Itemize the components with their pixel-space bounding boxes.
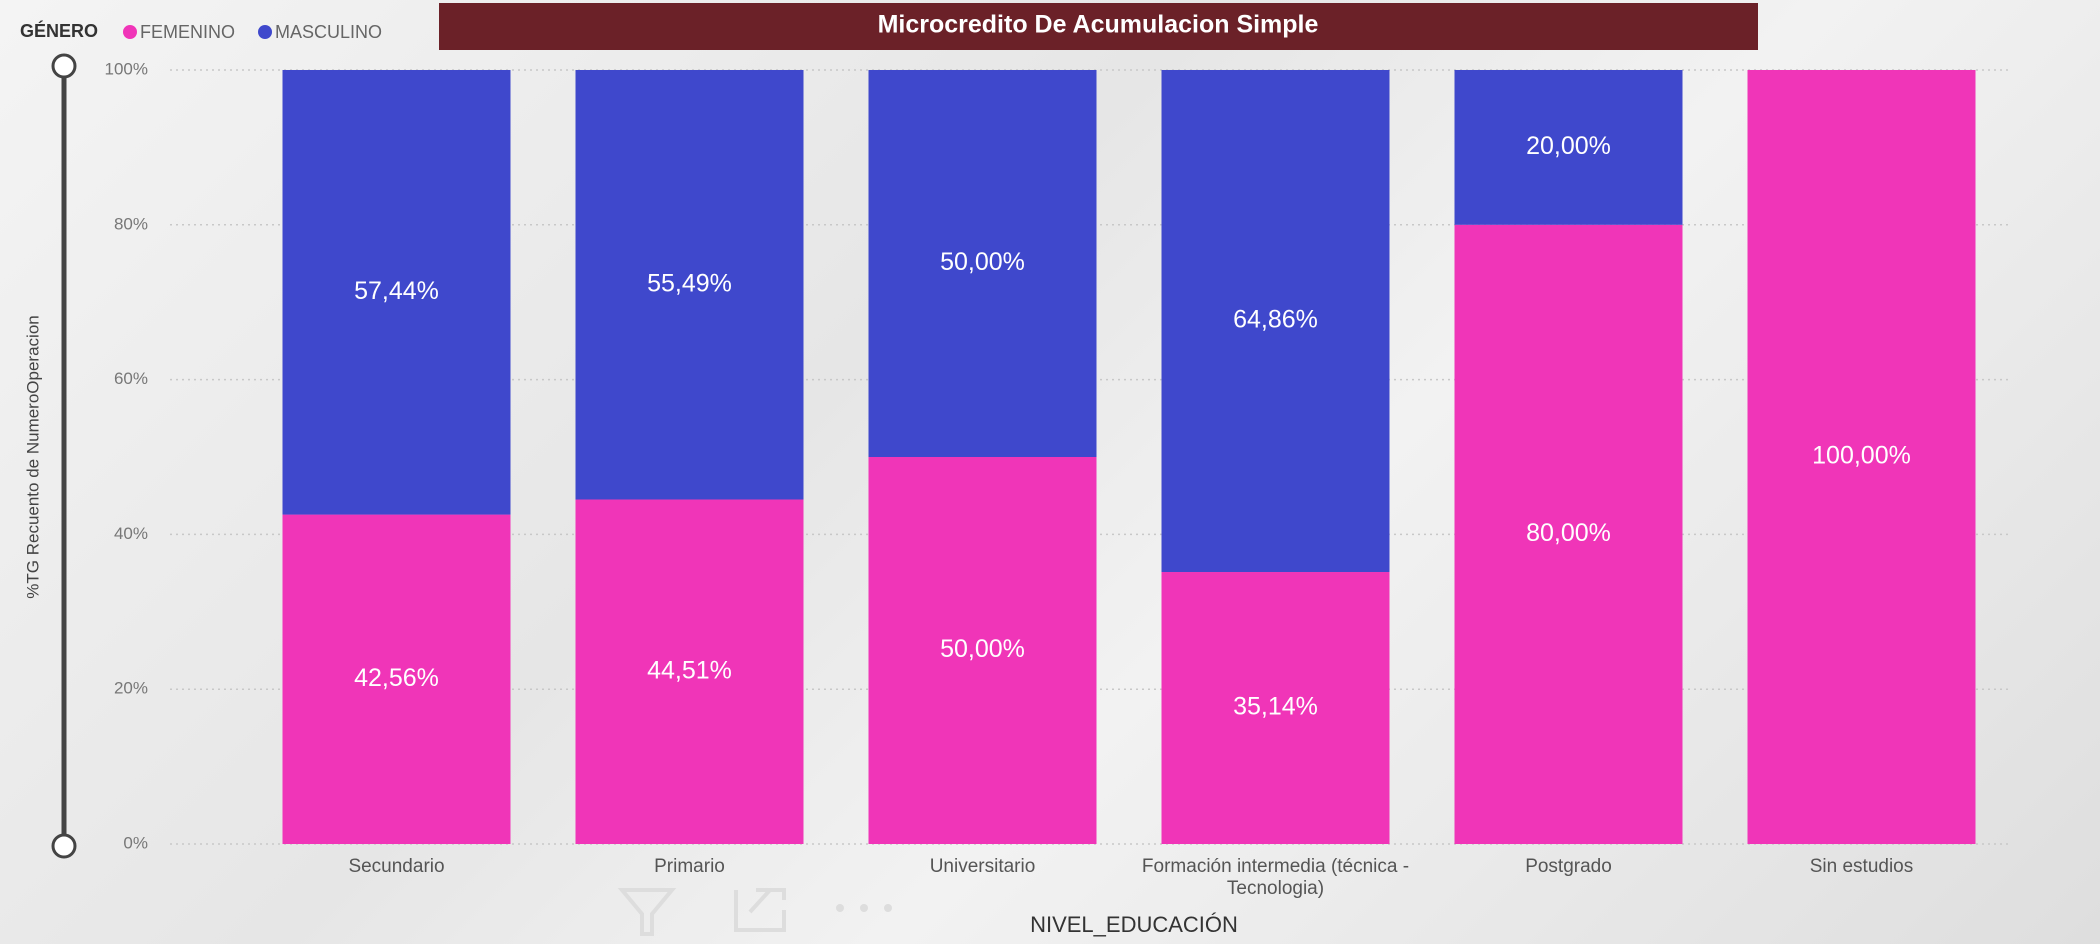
y-tick-label: 100% [105, 59, 148, 78]
x-axis-label: NIVEL_EDUCACIÓN [1030, 912, 1238, 937]
x-tick-label: Postgrado [1525, 856, 1612, 877]
slider-handle[interactable] [51, 833, 77, 859]
bar-segment [868, 70, 1097, 457]
bar-segment [1747, 70, 1976, 844]
x-tick-label: Sin estudios [1809, 856, 1914, 877]
data-label: 42,56% [354, 664, 439, 692]
bar-segment [1161, 70, 1390, 573]
data-label: 80,00% [1526, 519, 1611, 547]
legend-swatch [123, 25, 137, 39]
data-label: 50,00% [940, 635, 1025, 663]
slider-handle[interactable] [51, 53, 77, 79]
data-label: 20,00% [1526, 132, 1611, 160]
data-label: 64,86% [1233, 306, 1318, 334]
y-tick-label: 60% [114, 369, 148, 388]
title-bar [439, 3, 1758, 50]
filter-icon[interactable] [617, 888, 677, 936]
data-label: 100,00% [1812, 442, 1911, 470]
bar-segment [1161, 572, 1390, 844]
y-tick-label: 40% [114, 524, 148, 543]
y-tick-label: 80% [114, 214, 148, 233]
legend-title: GÉNERO [20, 20, 98, 41]
y-axis-label: %TG Recuento de NumeroOperacion [23, 315, 42, 598]
bar-segment [1454, 224, 1683, 845]
focus-icon[interactable] [734, 888, 786, 932]
x-tick-label: Universitario [929, 856, 1036, 877]
data-label: 44,51% [647, 656, 732, 684]
legend-label: FEMENINO [140, 22, 235, 42]
x-tick-label: Primario [654, 856, 725, 877]
legend-swatch [258, 25, 273, 39]
bar-segment [575, 499, 804, 844]
legend-label: MASCULINO [275, 22, 382, 42]
y-tick-label: 20% [114, 679, 148, 698]
bar-segment [868, 457, 1097, 844]
data-label: 50,00% [940, 248, 1025, 276]
data-label: 35,14% [1233, 693, 1318, 721]
bar-segment [282, 514, 511, 844]
data-label: 57,44% [354, 277, 439, 305]
y-tick-label: 0% [123, 833, 148, 852]
chart-title: Microcredito De Acumulacion Simple [878, 11, 1319, 39]
bar-segment [575, 70, 804, 500]
more-icon[interactable] [836, 904, 892, 912]
data-label: 55,49% [647, 269, 732, 297]
x-tick-label: Secundario [348, 856, 445, 877]
bar-segment [1454, 70, 1683, 225]
bar-segment [282, 70, 511, 515]
x-tick-label: Formación intermedia (técnica - Tecnolog… [1141, 856, 1410, 899]
